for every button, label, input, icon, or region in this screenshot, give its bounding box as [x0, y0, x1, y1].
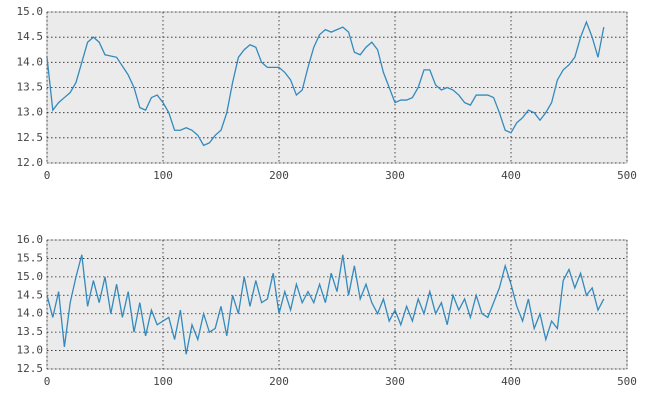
x-tick-label: 100 — [153, 375, 173, 388]
y-tick-label: 15.0 — [17, 270, 44, 283]
y-tick-label: 12.0 — [17, 156, 44, 169]
x-tick-label: 400 — [501, 169, 521, 182]
x-tick-label: 0 — [44, 169, 51, 182]
x-tick-label: 400 — [501, 375, 521, 388]
plot-area — [46, 239, 628, 370]
x-tick-label: 0 — [44, 375, 51, 388]
y-tick-label: 15.0 — [17, 5, 44, 18]
x-tick-label: 300 — [385, 169, 405, 182]
y-tick-label: 12.5 — [17, 131, 44, 144]
x-tick-label: 200 — [269, 375, 289, 388]
data-line — [46, 254, 605, 355]
y-tick-label: 13.0 — [17, 344, 44, 357]
y-tick-label: 13.5 — [17, 81, 44, 94]
x-tick-label: 200 — [269, 169, 289, 182]
y-tick-label: 14.0 — [17, 307, 44, 320]
x-tick-label: 500 — [617, 169, 637, 182]
y-tick-label: 16.0 — [17, 233, 44, 246]
x-tick-label: 500 — [617, 375, 637, 388]
data-line — [46, 20, 605, 147]
y-tick-label: 14.0 — [17, 55, 44, 68]
y-tick-label: 14.5 — [17, 288, 44, 301]
y-tick-label: 14.5 — [17, 30, 44, 43]
x-tick-label: 100 — [153, 169, 173, 182]
y-tick-label: 13.5 — [17, 325, 44, 338]
y-tick-label: 13.0 — [17, 106, 44, 119]
y-tick-label: 15.5 — [17, 251, 44, 264]
x-tick-label: 300 — [385, 375, 405, 388]
y-tick-label: 12.5 — [17, 362, 44, 375]
